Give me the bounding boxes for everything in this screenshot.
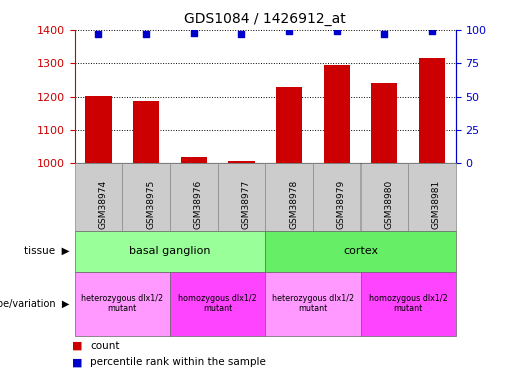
Bar xyxy=(85,96,112,163)
Text: tissue  ▶: tissue ▶ xyxy=(24,246,70,256)
Text: cortex: cortex xyxy=(343,246,378,256)
Point xyxy=(285,28,293,34)
Text: ■: ■ xyxy=(72,340,82,351)
Point xyxy=(190,30,198,36)
Text: percentile rank within the sample: percentile rank within the sample xyxy=(90,357,266,368)
Bar xyxy=(181,158,207,163)
Point xyxy=(428,28,436,34)
Title: GDS1084 / 1426912_at: GDS1084 / 1426912_at xyxy=(184,12,346,26)
Text: GSM38974: GSM38974 xyxy=(98,180,108,229)
Point xyxy=(380,31,388,37)
Bar xyxy=(323,65,350,163)
Text: GSM38981: GSM38981 xyxy=(432,180,441,229)
Point xyxy=(237,31,246,37)
Point xyxy=(94,31,102,37)
Text: genotype/variation  ▶: genotype/variation ▶ xyxy=(0,299,70,309)
Text: GSM38979: GSM38979 xyxy=(337,180,346,229)
Text: heterozygous dlx1/2
mutant: heterozygous dlx1/2 mutant xyxy=(272,294,354,314)
Text: GSM38980: GSM38980 xyxy=(384,180,393,229)
Point xyxy=(142,31,150,37)
Text: heterozygous dlx1/2
mutant: heterozygous dlx1/2 mutant xyxy=(81,294,163,314)
Text: homozygous dlx1/2
mutant: homozygous dlx1/2 mutant xyxy=(369,294,448,314)
Text: GSM38977: GSM38977 xyxy=(242,180,250,229)
Point xyxy=(333,28,341,34)
Bar xyxy=(371,83,398,163)
Text: count: count xyxy=(90,340,119,351)
Text: GSM38976: GSM38976 xyxy=(194,180,203,229)
Bar xyxy=(276,87,302,163)
Text: GSM38975: GSM38975 xyxy=(146,180,155,229)
Bar xyxy=(228,162,254,163)
Text: basal ganglion: basal ganglion xyxy=(129,246,211,256)
Text: ■: ■ xyxy=(72,357,82,368)
Bar xyxy=(419,58,445,163)
Text: homozygous dlx1/2
mutant: homozygous dlx1/2 mutant xyxy=(178,294,257,314)
Text: GSM38978: GSM38978 xyxy=(289,180,298,229)
Bar xyxy=(133,101,159,163)
